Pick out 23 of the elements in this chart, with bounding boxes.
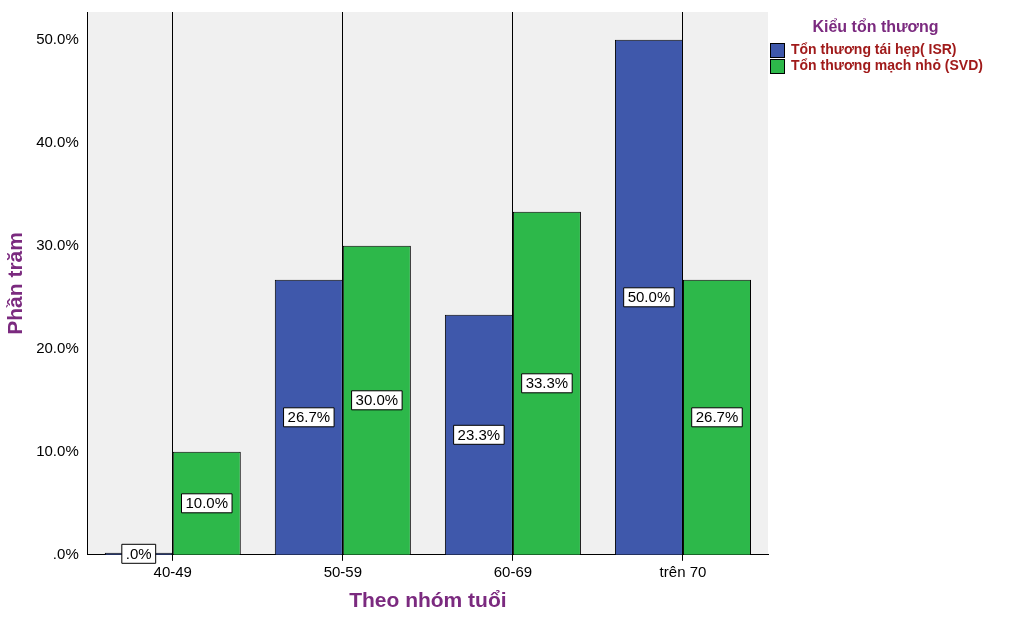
legend-title: Kiểu tổn thương: [811, 18, 940, 36]
legend-label: Tổn thương mạch nhỏ (SVD): [791, 57, 983, 73]
y-tick-label: 30.0%: [36, 235, 79, 253]
y-tick-label: 40.0%: [36, 132, 79, 150]
y-tick-label: 10.0%: [36, 441, 79, 459]
data-label: 26.7%: [695, 408, 739, 426]
y-tick-label: 50.0%: [36, 29, 79, 47]
y-axis-title: Phần trăm: [3, 232, 27, 335]
x-tick-label: trên 70: [659, 562, 707, 580]
data-label: 23.3%: [457, 425, 501, 443]
x-tick-label: 40-49: [153, 562, 192, 580]
data-label: 10.0%: [185, 494, 229, 512]
data-label: 33.3%: [525, 374, 569, 392]
y-tick-label: .0%: [52, 544, 79, 562]
x-tick-label: 60-69: [493, 562, 533, 580]
x-axis-title: Theo nhóm tuổi: [349, 588, 507, 612]
y-tick-label: 20.0%: [36, 338, 79, 356]
data-label: 30.0%: [355, 391, 399, 409]
data-label: 26.7%: [287, 408, 331, 426]
x-tick-label: 50-59: [323, 562, 363, 580]
data-label: 50.0%: [627, 288, 671, 306]
data-label: .0%: [125, 544, 152, 562]
legend-label: Tổn thương tái hẹp( ISR): [791, 41, 957, 57]
